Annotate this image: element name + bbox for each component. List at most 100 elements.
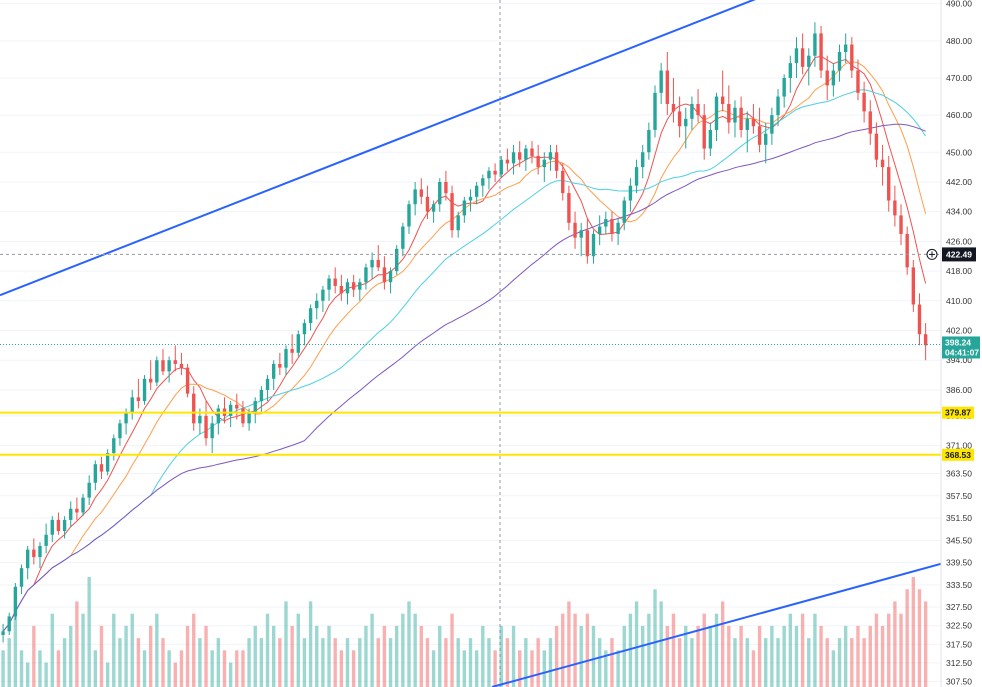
candle-body (776, 96, 780, 116)
candle-body (173, 360, 177, 364)
volume-bar (493, 650, 497, 687)
volume-bar (794, 625, 799, 687)
volume-bar (370, 613, 374, 687)
volume-bar (271, 625, 276, 687)
candle-body (75, 508, 79, 513)
candle-body (62, 519, 67, 532)
candle-body (198, 415, 202, 424)
volume-bar (388, 638, 393, 687)
volume-bar (228, 662, 233, 687)
candle-body (831, 70, 836, 86)
volume-bar (850, 638, 854, 687)
candle-body (708, 129, 713, 149)
volume-bar (69, 625, 73, 687)
candle-body (899, 215, 903, 234)
candle-body (364, 267, 368, 283)
crosshair-price-label: 422.49 (946, 249, 972, 259)
candle-body (739, 107, 743, 130)
price-tick-label: 333.50 (946, 580, 972, 590)
volume-bar (364, 625, 368, 687)
candle-body (308, 308, 313, 324)
volume-bar (155, 613, 159, 687)
candle-body (302, 323, 307, 335)
candle-body (25, 549, 30, 569)
candle-body (112, 438, 116, 454)
candle-body (794, 48, 799, 64)
volume-bar (278, 638, 282, 687)
volume-bar (444, 638, 448, 687)
volume-bar (567, 601, 571, 687)
volume-bar (702, 613, 706, 687)
candle-body (880, 159, 885, 168)
candle-body (659, 70, 663, 93)
price-tick-label: 426.00 (946, 236, 972, 246)
candle-body (93, 464, 98, 483)
candle-body (401, 226, 405, 249)
candle-body (493, 170, 497, 175)
volume-bar (265, 613, 270, 687)
candle-body (893, 200, 897, 216)
volume-bar (579, 625, 583, 687)
candle-body (13, 586, 18, 617)
candle-body (567, 193, 571, 223)
volume-bar (247, 638, 251, 687)
candle-body (296, 334, 300, 353)
volume-bar (659, 601, 663, 687)
volume-bar (407, 601, 411, 687)
volume-bar (148, 625, 153, 687)
price-tick-label: 402.00 (946, 326, 972, 336)
volume-bar (124, 625, 128, 687)
candle-body (19, 568, 24, 587)
candle-body (44, 534, 48, 546)
candle-body (807, 55, 811, 67)
candle-body (505, 159, 510, 164)
volume-bar (837, 638, 842, 687)
candle-body (81, 497, 85, 513)
trend-line[interactable] (491, 556, 966, 687)
volume-bar (788, 613, 793, 687)
candle-body (653, 92, 657, 130)
candle-body (395, 248, 399, 272)
price-tick-label: 490.00 (946, 0, 972, 9)
candle-body (561, 170, 565, 194)
volume-bar (44, 662, 48, 687)
volume-bar (720, 601, 725, 687)
volume-bar (518, 650, 522, 687)
volume-bar (604, 650, 608, 687)
volume-bar (554, 625, 559, 687)
candle-body (911, 267, 916, 305)
volume-bar (345, 638, 350, 687)
volume-bar (585, 613, 590, 687)
volume-bar (284, 601, 288, 687)
candle-body (32, 549, 36, 558)
trend-line[interactable] (0, 0, 763, 297)
volume-bar (431, 650, 436, 687)
candle-body (850, 44, 854, 71)
volume-bar (173, 662, 177, 687)
candle-body (610, 219, 614, 234)
volume-bar (727, 625, 731, 687)
candle-body (327, 278, 331, 290)
volume-bar (32, 625, 36, 687)
volume-bar (296, 613, 300, 687)
volume-bar (561, 613, 565, 687)
volume-bar (917, 589, 922, 687)
volume-bar (419, 625, 423, 687)
level-price-label: 368.53 (945, 450, 971, 460)
candle-body (7, 616, 11, 632)
crosshair-price-badge (942, 247, 976, 262)
volume-bar (136, 638, 141, 687)
volume-bar (770, 625, 774, 687)
candle-body (917, 304, 922, 335)
volume-bar (19, 650, 24, 687)
candle-body (136, 397, 141, 402)
volume-bar (653, 589, 657, 687)
volume-bar (757, 625, 762, 687)
candle-body (813, 33, 817, 56)
volume-bar (112, 613, 116, 687)
candle-body (696, 103, 700, 116)
candle-body (788, 63, 793, 78)
